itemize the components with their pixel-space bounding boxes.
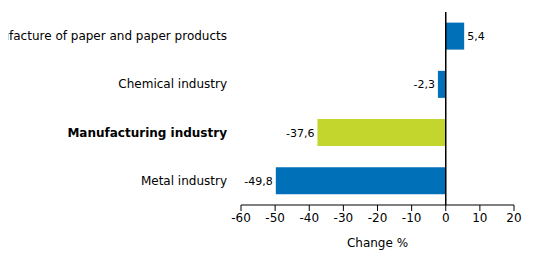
svg-text:-20: -20 xyxy=(368,211,388,225)
svg-text:0: 0 xyxy=(442,211,450,225)
svg-text:-10: -10 xyxy=(402,211,422,225)
svg-text:-37,6: -37,6 xyxy=(286,127,314,140)
svg-text:-40: -40 xyxy=(299,211,319,225)
svg-text:-30: -30 xyxy=(334,211,354,225)
svg-text:Metal industry: Metal industry xyxy=(141,174,227,188)
svg-text:5,4: 5,4 xyxy=(467,30,485,43)
svg-text:10: 10 xyxy=(472,211,487,225)
svg-text:-49,8: -49,8 xyxy=(244,175,272,188)
svg-text:-2,3: -2,3 xyxy=(413,78,434,91)
svg-text:Manufacturing industry: Manufacturing industry xyxy=(67,126,227,140)
svg-text:20: 20 xyxy=(506,211,521,225)
svg-text:-50: -50 xyxy=(265,211,285,225)
svg-text:Change %: Change % xyxy=(347,236,408,250)
svg-text:-60: -60 xyxy=(231,211,251,225)
svg-text:Chemical industry: Chemical industry xyxy=(118,77,227,91)
svg-text:Manufacture of paper and paper: Manufacture of paper and paper products xyxy=(8,29,227,43)
